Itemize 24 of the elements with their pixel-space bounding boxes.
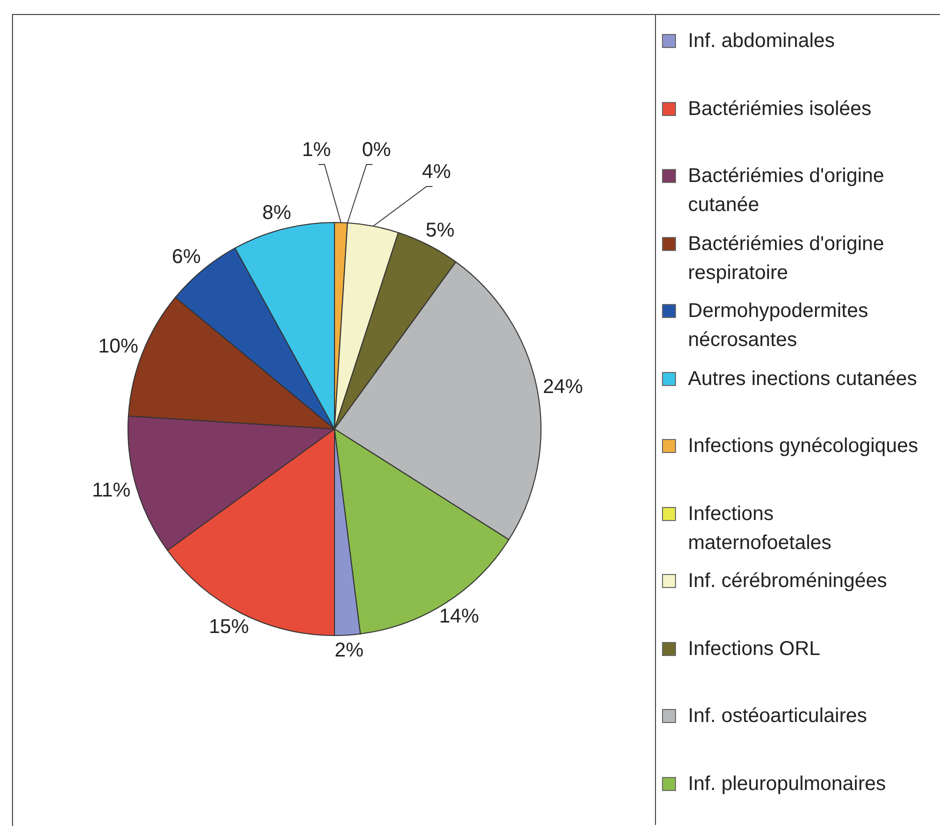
data-label: 2% <box>334 640 364 662</box>
data-label: 4% <box>422 161 452 184</box>
legend-label: Autres inections cutanées <box>688 366 918 392</box>
legend-label: Bactériémies d'origine respiratoire <box>688 232 886 286</box>
data-label: 15% <box>208 616 250 638</box>
legend-label: Dermohypodermites nécrosantes <box>688 299 870 353</box>
text: 0% <box>362 139 391 162</box>
legend-label: Inf. pleuropulmonaires <box>688 772 887 796</box>
legend-label: Infections maternofoetales <box>688 502 832 556</box>
legend-label: Inf. cérébroméningées <box>688 569 888 594</box>
legend-label: Bactériémies d'origine cutanée <box>688 164 886 218</box>
legend-label: Inf. ostéoarticulaires <box>688 704 868 729</box>
legend-label: Infections gynécologiques <box>688 434 920 459</box>
data-label: 5% <box>426 219 455 242</box>
data-label: 6% <box>172 246 201 268</box>
data-label: 14% <box>439 605 480 628</box>
data-label: 24% <box>542 376 584 398</box>
legend-label: Infections ORL <box>688 636 822 662</box>
data-label: 1% <box>302 139 332 162</box>
legend-label: Inf. abdominales <box>688 29 836 54</box>
data-label: 8% <box>262 202 292 224</box>
data-label: 11% <box>92 480 131 502</box>
legend-label: Bactériémies isolées <box>688 96 872 122</box>
data-label: 10% <box>98 336 139 358</box>
